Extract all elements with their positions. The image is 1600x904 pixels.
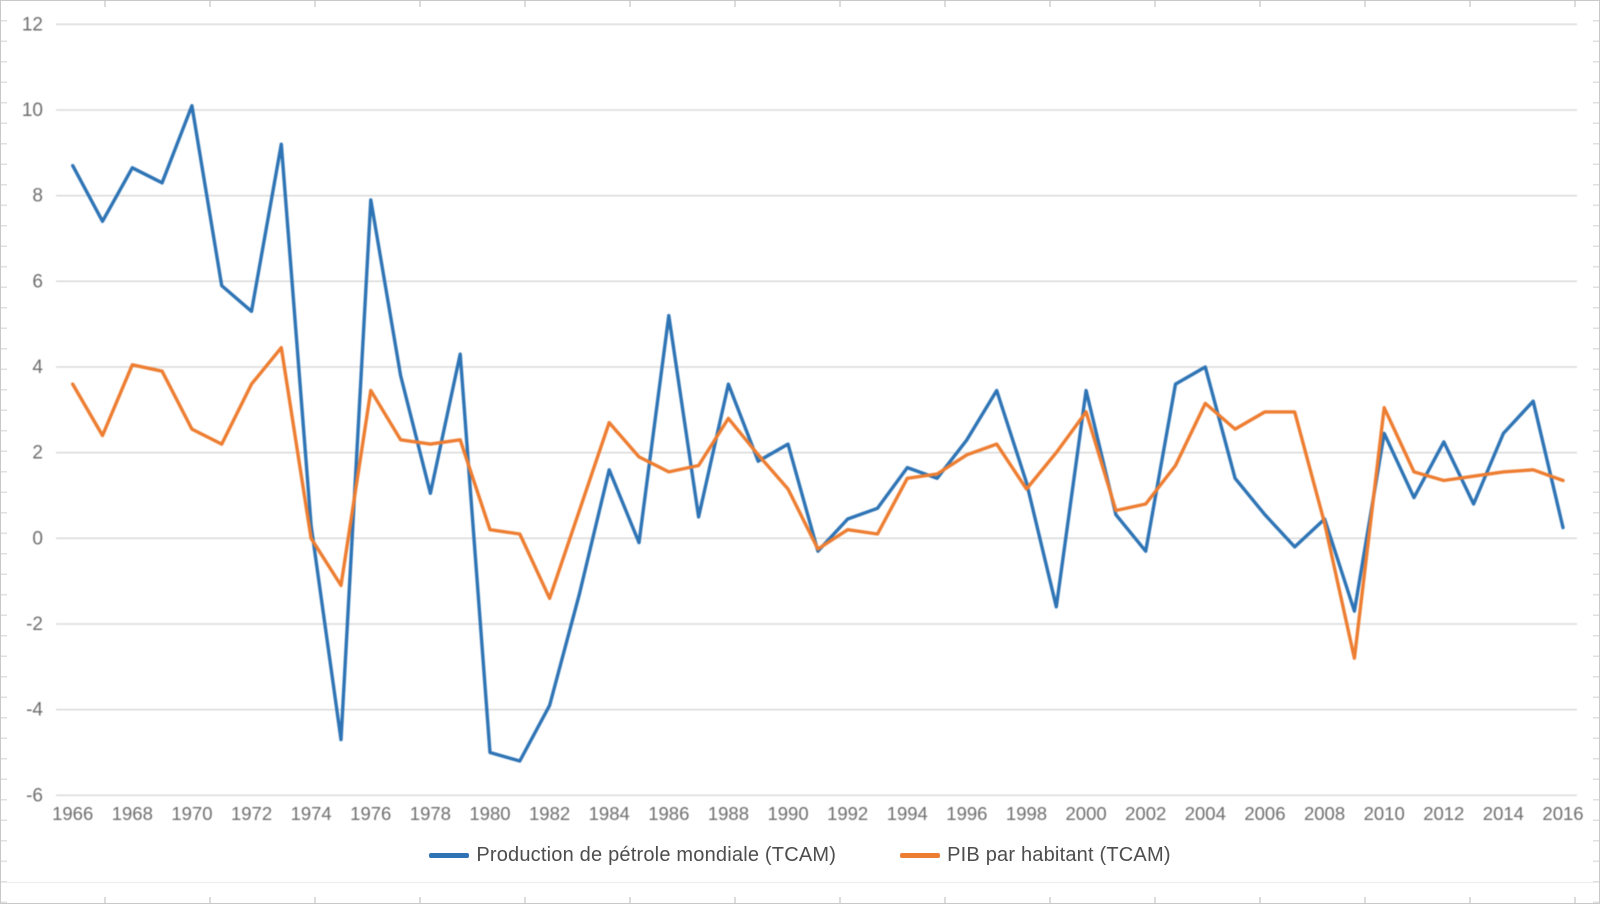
x-axis-tick-label: 2012 [1423, 803, 1464, 824]
x-axis-tick-label: 1972 [231, 803, 272, 824]
x-axis-tick-label: 1982 [529, 803, 570, 824]
x-axis-tick-label: 2000 [1066, 803, 1107, 824]
x-axis-tick-label: 1980 [469, 803, 510, 824]
y-axis-tick-label: 6 [32, 271, 43, 292]
x-axis-tick-label: 2004 [1185, 803, 1226, 824]
legend-item-oil-production: Production de pétrole mondiale (TCAM) [429, 844, 836, 867]
x-axis-tick-label: 1974 [291, 803, 332, 824]
x-axis-tick-label: 1976 [350, 803, 391, 824]
y-axis-tick-label: 8 [32, 186, 43, 207]
y-axis-tick-label: 10 [22, 100, 43, 121]
x-axis-tick-label: 1988 [708, 803, 749, 824]
legend-label-gdp-per-capita: PIB par habitant (TCAM) [947, 844, 1171, 866]
legend-line-marker-blue [429, 853, 470, 858]
x-axis-tick-label: 1994 [887, 803, 928, 824]
y-axis-tick-label: -2 [26, 614, 43, 635]
y-axis-tick-label: -6 [26, 785, 43, 806]
x-axis-tick-label: 1970 [171, 803, 212, 824]
x-axis-tick-label: 1998 [1006, 803, 1047, 824]
y-axis-tick-label: 4 [32, 357, 43, 378]
x-axis-tick-label: 2008 [1304, 803, 1345, 824]
x-axis-tick-label: 1992 [827, 803, 868, 824]
x-axis-tick-label: 1968 [112, 803, 153, 824]
series-line-gdp-per-capita [70, 346, 1565, 660]
y-axis-tick-label: 0 [32, 528, 43, 549]
legend-item-gdp-per-capita: PIB par habitant (TCAM) [900, 844, 1171, 867]
legend-line-marker-orange [900, 853, 941, 858]
chart-legend: Production de pétrole mondiale (TCAM) PI… [1, 844, 1599, 867]
y-axis-tick-label: -4 [26, 700, 43, 721]
x-axis-tick-label: 1966 [52, 803, 93, 824]
x-axis-tick-label: 2016 [1542, 803, 1583, 824]
series-line-oil-production [70, 103, 1565, 763]
x-axis-tick-label: 2002 [1125, 803, 1166, 824]
x-axis-tick-label: 2014 [1483, 803, 1524, 824]
x-axis-tick-label: 2010 [1364, 803, 1405, 824]
x-axis-tick-label: 1990 [767, 803, 808, 824]
x-axis-tick-label: 1986 [648, 803, 689, 824]
x-axis-tick-label: 2006 [1244, 803, 1285, 824]
y-axis-tick-label: 2 [32, 443, 43, 464]
x-axis-tick-label: 1984 [589, 803, 630, 824]
spreadsheet-row-line [1, 882, 1599, 883]
x-axis-tick-label: 1978 [410, 803, 451, 824]
legend-label-oil-production: Production de pétrole mondiale (TCAM) [476, 844, 837, 866]
y-axis-tick-label: 12 [22, 14, 43, 35]
x-axis-tick-label: 1996 [946, 803, 987, 824]
